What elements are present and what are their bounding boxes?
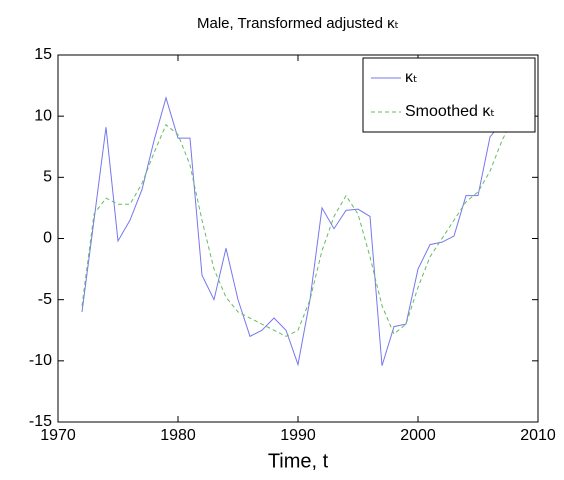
series-line	[81, 96, 515, 367]
chart-title: Male, Transformed adjusted κₜ	[197, 15, 399, 32]
y-tick-label: -10	[29, 352, 52, 369]
y-tick-label: 0	[43, 230, 52, 247]
legend-label: Smoothed κₜ	[405, 103, 495, 120]
y-tick-label: -15	[29, 413, 52, 430]
legend: κₜ Smoothed κₜ	[362, 57, 536, 133]
y-tick-label: -5	[38, 291, 52, 308]
legend-box	[362, 57, 536, 133]
x-tick-label: 2010	[520, 427, 556, 444]
x-axis-label: Time, t	[268, 450, 329, 472]
x-tick-label: 2000	[400, 427, 436, 444]
y-tick-label: 10	[34, 107, 52, 124]
x-tick-label: 1970	[40, 427, 76, 444]
axes-box	[57, 54, 539, 423]
x-tick-label: 1980	[160, 427, 196, 444]
legend-label: κₜ	[405, 69, 418, 86]
series-line	[81, 115, 515, 337]
y-tick-label: 5	[43, 169, 52, 186]
y-tick-label: 15	[34, 46, 52, 63]
x-tick-label: 1990	[280, 427, 316, 444]
